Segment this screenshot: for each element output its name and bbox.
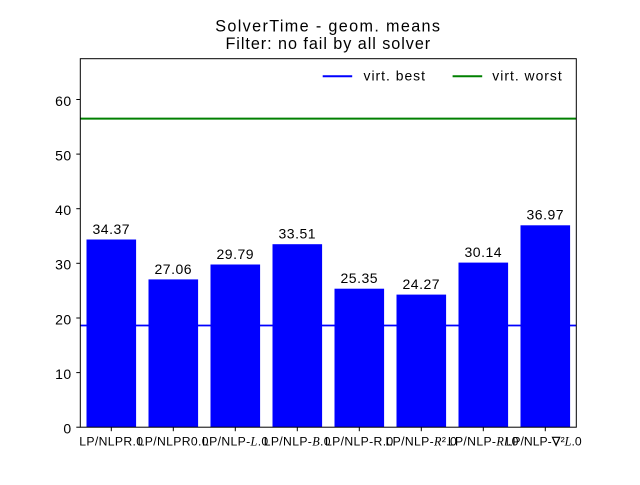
svg-text:virt. best: virt. best <box>364 68 427 84</box>
svg-text:LP/NLP-B.0: LP/NLP-B.0 <box>264 434 331 448</box>
svg-text:24.27: 24.27 <box>403 276 441 292</box>
svg-text:29.79: 29.79 <box>217 246 255 262</box>
svg-text:30.14: 30.14 <box>465 244 503 260</box>
svg-text:Filter: no fail by all solver: Filter: no fail by all solver <box>225 35 431 53</box>
svg-text:virt. worst: virt. worst <box>492 68 562 84</box>
svg-text:LP/NLP-R.0: LP/NLP-R.0 <box>325 434 394 448</box>
svg-text:LP/NLPR.0: LP/NLPR.0 <box>79 434 143 448</box>
svg-text:10: 10 <box>55 366 72 382</box>
svg-text:²L.0: ²L.0 <box>561 434 582 448</box>
svg-text:LP/NLP-Rl.0: LP/NLP-Rl.0 <box>448 434 519 448</box>
svg-text:60: 60 <box>55 93 72 109</box>
svg-text:20: 20 <box>55 311 72 327</box>
svg-text:LP/NLP-L.0: LP/NLP-L.0 <box>202 434 269 448</box>
svg-text:34.37: 34.37 <box>93 221 131 237</box>
svg-text:33.51: 33.51 <box>279 226 317 242</box>
svg-text:25.35: 25.35 <box>341 270 379 286</box>
svg-text:40: 40 <box>55 202 72 218</box>
svg-text:30: 30 <box>55 257 72 273</box>
svg-text:27.06: 27.06 <box>155 261 193 277</box>
svg-text:SolverTime - geom. means: SolverTime - geom. means <box>215 17 441 35</box>
svg-text:LP/NLP-: LP/NLP- <box>506 434 552 448</box>
svg-text:50: 50 <box>55 148 72 164</box>
svg-text:0: 0 <box>63 421 71 437</box>
svg-text:LP/NLP-R².0: LP/NLP-R².0 <box>386 434 458 448</box>
svg-text:36.97: 36.97 <box>527 207 565 223</box>
svg-text:LP/NLPR0.0: LP/NLPR0.0 <box>138 434 209 448</box>
